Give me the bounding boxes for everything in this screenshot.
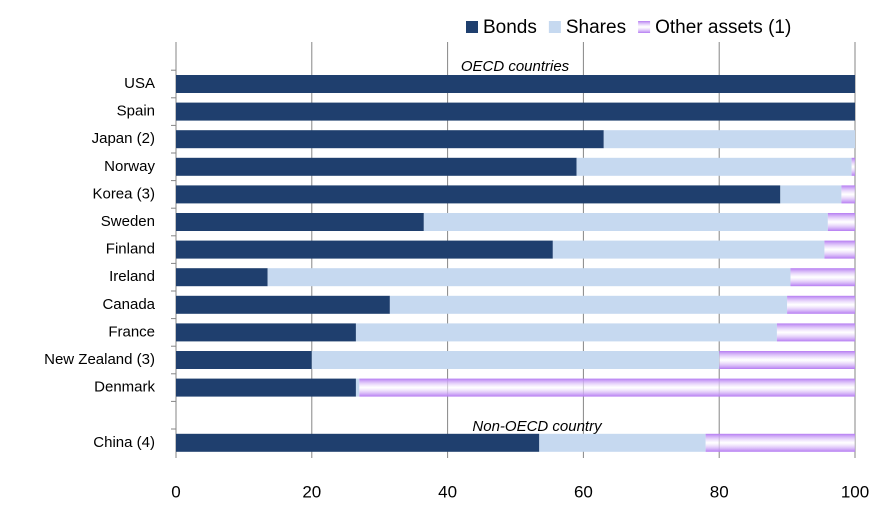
bar-segment (552, 240, 825, 259)
y-tick-label: Norway (104, 158, 155, 175)
annotation: OECD countries (461, 58, 570, 75)
bar-segment (176, 378, 356, 397)
y-tick-label: China (4) (93, 434, 155, 451)
x-tick-label: 0 (171, 482, 180, 501)
bar-segment (176, 433, 540, 452)
bar-segment (851, 157, 855, 176)
legend-label: Shares (566, 17, 626, 38)
y-tick-label: New Zealand (3) (44, 351, 155, 368)
bar-segment (311, 351, 720, 369)
legend-swatch (638, 21, 651, 33)
bar-segment (539, 433, 706, 452)
y-tick-label: USA (124, 75, 155, 92)
bar-segment (787, 295, 855, 314)
bar-segment (824, 240, 855, 259)
y-tick-label: Ireland (109, 268, 155, 285)
y-tick-label: Canada (102, 296, 155, 313)
y-tick-label: Japan (2) (92, 130, 155, 147)
bar-segment (176, 213, 424, 231)
x-tick-label: 40 (438, 482, 457, 501)
annotation: Non-OECD country (472, 418, 603, 435)
bar-segment (176, 323, 356, 342)
bar-segment (719, 351, 855, 369)
bar-segment (423, 213, 828, 231)
y-tick-label: Denmark (94, 379, 155, 396)
bar-segment (355, 378, 360, 397)
x-tick-label: 20 (302, 482, 321, 501)
bar-segment (176, 157, 577, 176)
x-tick-label: 60 (574, 482, 593, 501)
bar-segment (780, 185, 842, 204)
x-tick-label: 80 (710, 482, 729, 501)
bar-segment (176, 75, 855, 93)
y-tick-label: Sweden (101, 213, 155, 230)
bar-segment (267, 268, 791, 287)
bar-segment (389, 295, 788, 314)
legend-swatch (466, 21, 478, 33)
bar-segment (176, 351, 312, 369)
y-tick-label: Finland (106, 241, 155, 258)
bar-segment (176, 240, 553, 259)
y-tick-label: Korea (3) (92, 185, 155, 202)
legend-swatch (548, 21, 561, 33)
bar-segment (355, 323, 777, 342)
bar-segment (705, 433, 855, 452)
bar-segment (776, 323, 855, 342)
bar-segment (176, 102, 855, 121)
x-tick-label: 100 (841, 482, 869, 501)
bar-segment (841, 185, 855, 204)
bar-segment (576, 157, 852, 176)
bar-segment (176, 130, 604, 149)
bar-segment (176, 268, 268, 287)
legend-label: Other assets (1) (655, 17, 791, 38)
legend-label: Bonds (483, 17, 537, 38)
bar-segment (176, 185, 781, 204)
bar-segment (790, 268, 855, 287)
bar-segment (176, 295, 390, 314)
bar-segment (827, 213, 855, 231)
y-tick-label: France (108, 323, 155, 340)
bar-segment (603, 130, 855, 149)
bar-segment (359, 378, 855, 397)
y-tick-label: Spain (117, 103, 155, 120)
